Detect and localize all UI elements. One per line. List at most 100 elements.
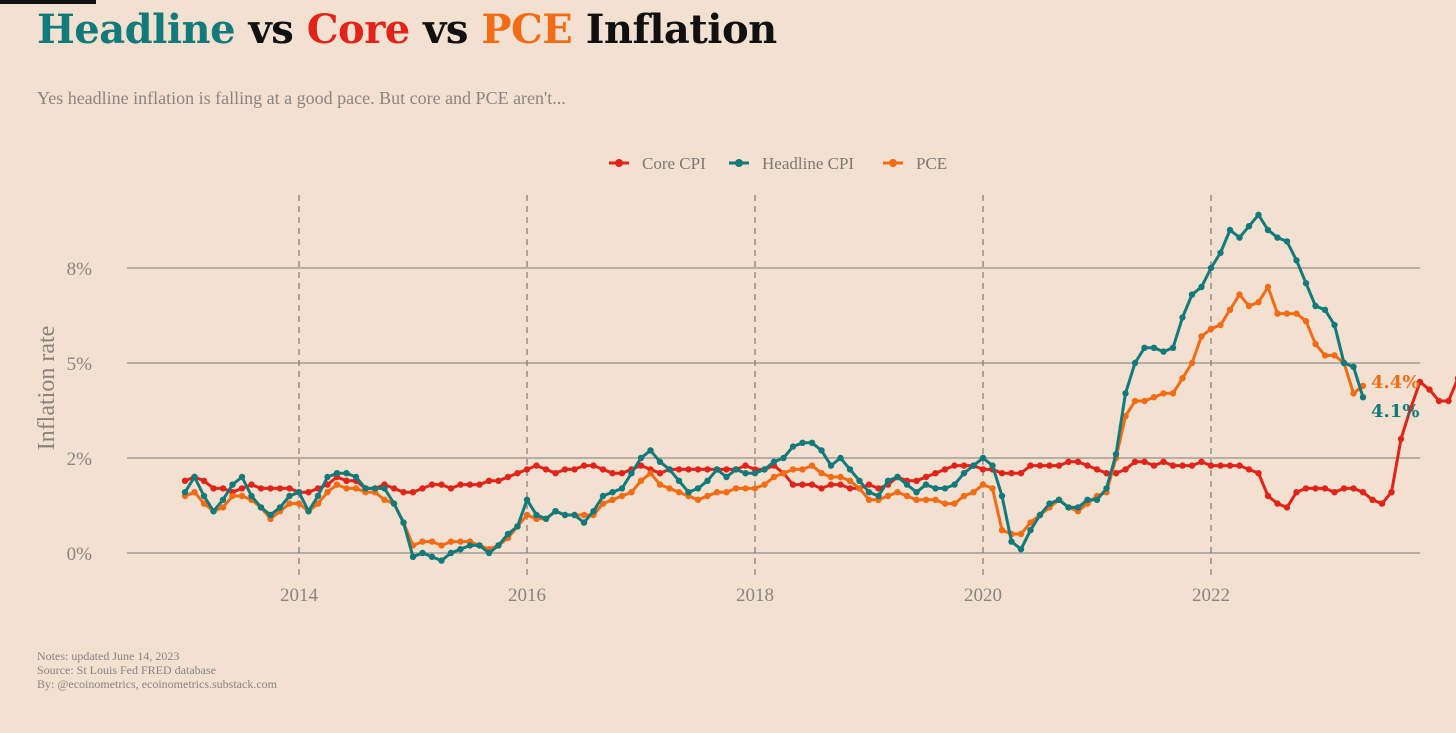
end-label-pce: 4.4% [1371, 372, 1419, 393]
data-point [789, 481, 797, 488]
data-point [865, 481, 873, 488]
data-point [998, 492, 1006, 500]
data-point [238, 485, 246, 492]
data-point [960, 470, 968, 477]
legend-item-pce[interactable]: PCE [883, 154, 947, 173]
data-point [381, 496, 388, 503]
data-point [343, 470, 350, 477]
data-point [1350, 390, 1357, 397]
data-point [485, 477, 493, 484]
series-headline-cpi [181, 211, 1367, 564]
title-inflation: Inflation [572, 6, 778, 53]
data-point [1055, 496, 1063, 503]
data-point [1141, 397, 1148, 405]
data-point [685, 466, 692, 473]
data-point [286, 485, 293, 492]
data-point [238, 473, 246, 481]
data-point [1160, 390, 1167, 397]
data-point [922, 481, 930, 488]
data-point [1084, 496, 1091, 503]
data-point [1217, 462, 1224, 469]
data-point [1274, 234, 1281, 241]
data-point [960, 462, 968, 469]
data-point [628, 470, 635, 477]
data-point [571, 511, 578, 519]
data-point [989, 485, 996, 492]
data-point [409, 489, 417, 496]
data-point [1321, 352, 1329, 359]
data-point [485, 549, 493, 557]
data-point [276, 485, 284, 492]
data-point [400, 489, 407, 496]
data-point [476, 542, 483, 549]
data-point [590, 462, 597, 469]
data-point [1112, 451, 1120, 458]
data-point [438, 557, 445, 564]
data-point [504, 473, 512, 481]
y-tick-label: 2% [67, 449, 93, 470]
data-point [894, 489, 901, 496]
data-point [837, 454, 844, 462]
data-point [1331, 489, 1338, 496]
data-point [1426, 386, 1433, 393]
data-point [1122, 390, 1129, 397]
data-point [704, 492, 711, 500]
data-point [913, 477, 920, 484]
data-point [1188, 359, 1196, 367]
data-point [751, 470, 759, 477]
data-point [1331, 352, 1338, 359]
data-point [1131, 458, 1139, 465]
data-point [314, 500, 322, 507]
data-point [780, 470, 787, 477]
data-point [884, 477, 892, 484]
data-point [390, 485, 398, 492]
x-tick-label: 2018 [736, 585, 774, 606]
data-point [1027, 519, 1034, 526]
data-point [694, 466, 702, 473]
data-point [1293, 257, 1300, 264]
data-point [362, 485, 369, 492]
data-point [523, 511, 531, 519]
data-point [1046, 500, 1053, 507]
data-point [618, 485, 626, 492]
data-point [1378, 500, 1386, 507]
data-point [1435, 397, 1443, 405]
legend-item-core[interactable]: Core CPI [609, 154, 706, 173]
data-point [1122, 413, 1129, 420]
data-point [770, 473, 778, 481]
data-point [1074, 504, 1082, 511]
data-point [1160, 458, 1167, 465]
data-point [922, 473, 930, 481]
data-point [1321, 306, 1329, 313]
data-point [1084, 462, 1091, 469]
data-point [970, 462, 977, 469]
data-point [1207, 325, 1215, 332]
data-point [1027, 462, 1034, 469]
data-point [1188, 291, 1196, 298]
data-point [1255, 299, 1262, 306]
data-point [1236, 291, 1243, 298]
data-point [637, 454, 645, 462]
data-point [723, 466, 730, 473]
data-point [219, 485, 227, 492]
data-point [922, 496, 930, 503]
top-accent-bar [0, 0, 96, 4]
series-line [184, 379, 1456, 509]
data-point [371, 485, 379, 492]
data-point [856, 477, 863, 484]
data-point [1312, 485, 1319, 492]
data-point [1027, 527, 1034, 534]
data-point [1293, 310, 1300, 317]
data-point [1055, 462, 1063, 469]
data-point [523, 496, 531, 503]
data-point [1283, 238, 1291, 245]
data-point [932, 485, 939, 492]
data-point [1283, 310, 1291, 317]
data-point [210, 508, 217, 515]
data-point [865, 489, 873, 496]
data-point [257, 485, 265, 492]
data-point [941, 466, 949, 473]
legend-item-headline[interactable]: Headline CPI [729, 154, 854, 173]
x-tick-label: 2022 [1192, 585, 1230, 606]
data-point [1112, 470, 1120, 477]
